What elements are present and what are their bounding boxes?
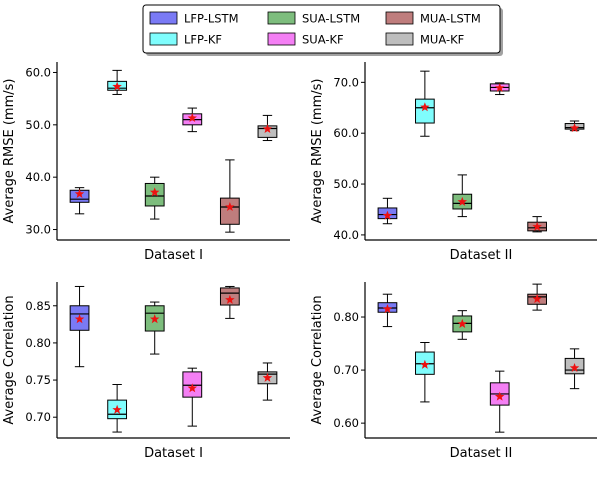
- y-tick-label: 60.0: [25, 65, 51, 79]
- legend-swatch: [149, 11, 178, 25]
- y-tick-label: 50.0: [333, 177, 359, 191]
- mean-marker: [382, 304, 393, 314]
- mean-marker: [74, 314, 85, 324]
- legend-swatch: [267, 11, 296, 25]
- y-tick-label: 0.70: [333, 363, 359, 377]
- y-axis-label: Average RMSE (mm/s): [2, 79, 17, 224]
- mean-marker: [112, 81, 122, 91]
- y-axis-label: Average RMSE (mm/s): [310, 79, 325, 224]
- box-iqr: [415, 98, 435, 124]
- y-tick-label: 60.0: [333, 126, 359, 140]
- mean-marker: [149, 187, 160, 197]
- x-axis-label: Dataset II: [450, 446, 513, 461]
- box-sua-kf: [489, 82, 510, 96]
- box-iqr: [219, 197, 240, 225]
- box-mua-kf: [564, 120, 585, 133]
- box-sua-kf: [182, 107, 203, 133]
- x-axis-label: Dataset I: [144, 248, 203, 263]
- mean-marker: [457, 318, 468, 328]
- y-tick-label: 0.75: [25, 373, 51, 387]
- mean-marker: [262, 372, 273, 382]
- legend-label: SUA-LSTM: [302, 12, 360, 26]
- y-tick-label: 0.85: [25, 299, 51, 313]
- mean-marker: [262, 124, 273, 134]
- mean-marker: [494, 82, 505, 92]
- x-axis-label: Dataset I: [144, 446, 203, 461]
- mean-marker: [569, 123, 580, 133]
- mean-marker: [420, 359, 430, 369]
- box-mua-lstm: [527, 216, 547, 233]
- box-sua-lstm: [144, 301, 165, 355]
- mean-marker: [569, 362, 580, 372]
- mean-marker: [382, 210, 393, 220]
- box-mua-lstm: [527, 283, 547, 311]
- y-axis-label: Average Correlation: [310, 295, 325, 424]
- legend-label: SUA-KF: [302, 33, 344, 47]
- mean-marker: [532, 221, 542, 231]
- mean-marker: [149, 314, 160, 324]
- box-sua-lstm: [452, 310, 473, 340]
- box-sua-kf: [182, 367, 203, 427]
- chart-panel: 0.60 0.70 0.80 Dataset II Average Correlatio…: [310, 282, 597, 461]
- box-lfp-kf: [107, 69, 128, 95]
- box-lfp-kf: [107, 384, 128, 433]
- box-lfp-lstm: [377, 293, 398, 328]
- legend-label: LFP-LSTM: [184, 12, 239, 26]
- box-mua-lstm: [219, 285, 240, 319]
- mean-marker: [187, 383, 198, 393]
- mean-marker: [494, 391, 505, 401]
- box-mua-lstm: [219, 159, 240, 233]
- box-mua-kf: [257, 114, 278, 142]
- chart-panel: 30.0 40.0 50.0 60.0 Dataset I Average RMSE (m…: [2, 62, 290, 263]
- box-sua-lstm: [144, 176, 165, 220]
- y-tick-label: 0.70: [25, 410, 51, 424]
- legend-swatch: [385, 32, 414, 46]
- legend-label: LFP-KF: [184, 33, 222, 47]
- legend-swatch: [149, 32, 178, 46]
- y-tick-label: 70.0: [333, 75, 359, 89]
- legend-label: MUA-KF: [420, 33, 464, 47]
- box-lfp-kf: [415, 70, 435, 137]
- mean-marker: [457, 196, 468, 206]
- x-axis-label: Dataset II: [450, 248, 513, 263]
- chart-panel: 40.0 50.0 60.0 70.0 Dataset II Average RMSE (…: [310, 62, 597, 263]
- mean-marker: [225, 294, 235, 304]
- box-lfp-lstm: [69, 285, 90, 368]
- y-tick-label: 50.0: [25, 118, 51, 132]
- legend-swatch: [267, 32, 296, 46]
- y-tick-label: 0.60: [333, 416, 359, 430]
- y-tick-label: 30.0: [25, 223, 51, 237]
- mean-marker: [225, 202, 235, 212]
- panels: 30.0 40.0 50.0 60.0 Dataset I Average RMSE (m…: [2, 62, 597, 461]
- y-axis-label: Average Correlation: [2, 295, 17, 424]
- y-tick-label: 40.0: [333, 228, 359, 242]
- box-mua-kf: [564, 348, 585, 390]
- box-iqr: [144, 182, 165, 207]
- legend-label: MUA-LSTM: [420, 12, 481, 26]
- box-lfp-lstm: [377, 197, 398, 225]
- y-tick-label: 0.80: [25, 336, 51, 350]
- mean-marker: [74, 188, 85, 198]
- y-tick-label: 0.80: [333, 310, 359, 324]
- mean-marker: [187, 113, 198, 123]
- box-sua-lstm: [452, 174, 473, 218]
- mean-marker: [420, 102, 430, 112]
- box-sua-kf: [489, 370, 510, 433]
- legend: LFP-LSTM LFP-KF SUA-LSTM SUA-KF MUA-LSTM MUA-…: [142, 4, 503, 56]
- box-lfp-lstm: [69, 187, 90, 215]
- box-mua-kf: [257, 362, 278, 401]
- y-tick-label: 40.0: [25, 170, 51, 184]
- legend-swatch: [385, 11, 414, 25]
- mean-marker: [532, 293, 542, 304]
- box-lfp-kf: [415, 341, 435, 403]
- mean-marker: [112, 404, 122, 414]
- chart-panel: 0.70 0.75 0.80 0.85 Dataset I Average Correla…: [2, 282, 290, 461]
